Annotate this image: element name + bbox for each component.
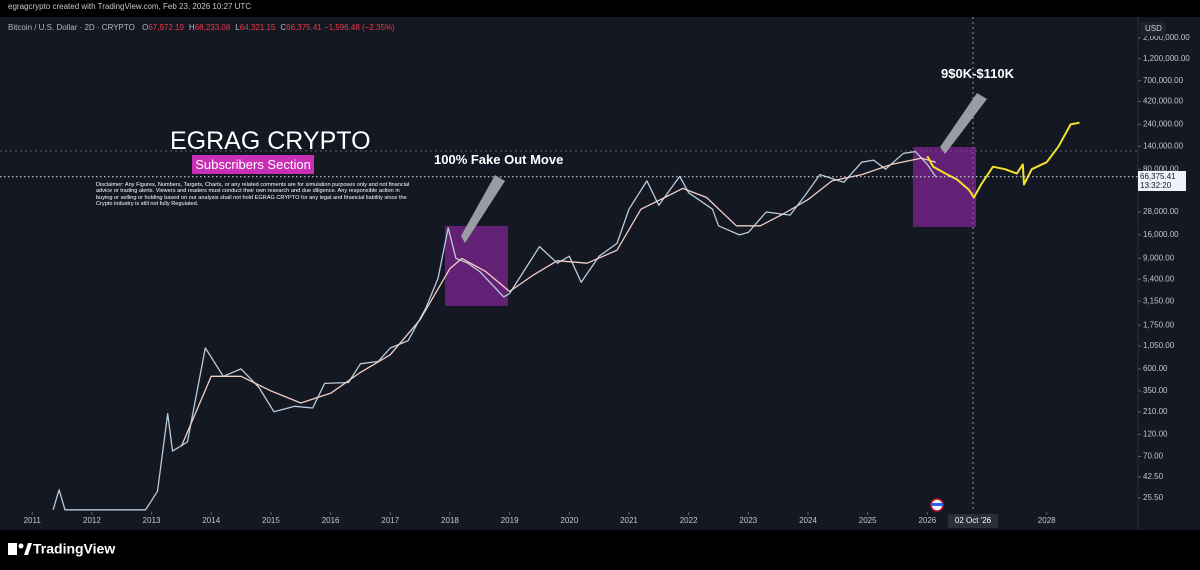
y-tick-label: 700,000.00 — [1143, 76, 1184, 85]
y-tick-label: 240,000.00 — [1143, 119, 1184, 128]
y-tick-label: 2,000,000.00 — [1143, 33, 1190, 42]
x-tick-label: 2014 — [202, 516, 220, 525]
y-tick-label: 210.00 — [1143, 407, 1168, 416]
ohlc-value: 67,972.19 — [148, 23, 184, 32]
x-tick-label: 2016 — [322, 516, 340, 525]
ohlc-value: 66,375.41 — [286, 23, 322, 32]
x-tick-label: 2024 — [799, 516, 817, 525]
y-tick-label: 5,400.00 — [1143, 274, 1175, 283]
ohlc-item: H68,233.08 — [189, 23, 230, 32]
crosshair-date-box — [948, 514, 998, 528]
countdown: 13:32:20 — [1140, 180, 1172, 190]
logo-mark — [24, 543, 32, 555]
ohlc-key: H — [188, 23, 195, 32]
ohlc-item: C66,375.41 — [280, 23, 321, 32]
x-tick-label: 2012 — [83, 516, 101, 525]
y-tick-label: 3,150.00 — [1143, 296, 1175, 305]
y-tick-label: 80,000.00 — [1143, 164, 1179, 173]
x-tick-label: 2023 — [739, 516, 757, 525]
y-tick-label: 1,200,000.00 — [1143, 54, 1190, 63]
y-tick-label: 420,000.00 — [1143, 97, 1184, 106]
x-tick-label: 2018 — [441, 516, 459, 525]
x-tick-label: 2013 — [143, 516, 161, 525]
x-tick-label: 2025 — [859, 516, 877, 525]
y-tick-label: 9,000.00 — [1143, 253, 1175, 262]
symbol: Bitcoin / U.S. Dollar · 2D · CRYPTO — [8, 23, 135, 32]
x-tick-label: 2022 — [680, 516, 698, 525]
price-line — [180, 157, 936, 447]
y-tick-label: 70.00 — [1143, 452, 1164, 461]
y-tick-label: 1,050.00 — [1143, 341, 1175, 350]
x-tick-label: 2028 — [1038, 516, 1056, 525]
ohlc-key: O — [142, 23, 149, 32]
change: −1,596.48 (−2.35%) — [323, 23, 395, 32]
plot — [0, 121, 1138, 511]
ohlc-item: O67,972.19 — [142, 23, 184, 32]
y-tick-label: 350.00 — [1143, 386, 1168, 395]
annotation-title: EGRAG CRYPTO — [170, 127, 371, 155]
symbol-row: Bitcoin / U.S. Dollar · 2D · CRYPTO O67,… — [8, 23, 395, 32]
currency: USD — [1145, 24, 1162, 33]
crosshair-date: 02 Oct '26 — [955, 516, 992, 525]
y-tick-label: 600.00 — [1143, 364, 1168, 373]
y-tick-label: 16,000.00 — [1143, 230, 1179, 239]
price-line — [52, 150, 937, 511]
y-tick-label: 25.50 — [1143, 493, 1164, 502]
y-tick-label: 42.50 — [1143, 472, 1164, 481]
y-tick-label: 120.00 — [1143, 430, 1168, 439]
x-tick-label: 2011 — [24, 516, 42, 525]
footer-brand: TradingView — [33, 541, 115, 557]
x-tick-label: 2019 — [501, 516, 519, 525]
axes: 2,000,000.00 1,200,000.00 700,000.00 420,00… — [24, 33, 1191, 525]
x-tick-label: 2020 — [560, 516, 578, 525]
annotation-disclaimer: Disclaimer: Any Figures, Numbers, Target… — [96, 182, 410, 208]
byline: egragcrypto created with TradingView.com… — [8, 2, 252, 11]
x-tick-label: 2021 — [620, 516, 638, 525]
annotation-fake-out: 100% Fake Out Move — [434, 152, 564, 167]
currency-box — [1140, 22, 1166, 36]
annotation-target: 9$0K-$110K — [941, 66, 1014, 81]
x-tick-label: 2026 — [918, 516, 936, 525]
ohlc: O67,972.19 H68,233.08 L64,321.15 C66,375.41 — [137, 23, 324, 32]
ohlc-key: L — [235, 23, 240, 32]
price-line — [926, 121, 1080, 199]
logo-mark — [18, 543, 24, 549]
x-tick-label: 2017 — [381, 516, 399, 525]
ohlc-key: C — [280, 23, 287, 32]
arrow — [940, 93, 987, 154]
event-icon-stripe — [931, 503, 943, 506]
logo-mark — [8, 543, 17, 555]
annotation-subtitle: Subscribers Section — [192, 155, 314, 174]
last-price-box: 66,375.41 13:32:20 — [1138, 170, 1186, 191]
y-tick-label: 1,750.00 — [1143, 320, 1175, 329]
arrow — [461, 175, 505, 243]
x-tick-label: 2015 — [262, 516, 280, 525]
y-tick-label: 28,000.00 — [1143, 207, 1179, 216]
last-price-label: 66,375.41 — [1140, 171, 1176, 181]
ohlc-value: 68,233.08 — [194, 23, 231, 32]
ohlc-value: 64,321.15 — [239, 23, 276, 32]
chart-background — [0, 17, 1200, 530]
y-tick-label: 140,000.00 — [1143, 141, 1184, 150]
ohlc-item: L64,321.15 — [235, 23, 275, 32]
